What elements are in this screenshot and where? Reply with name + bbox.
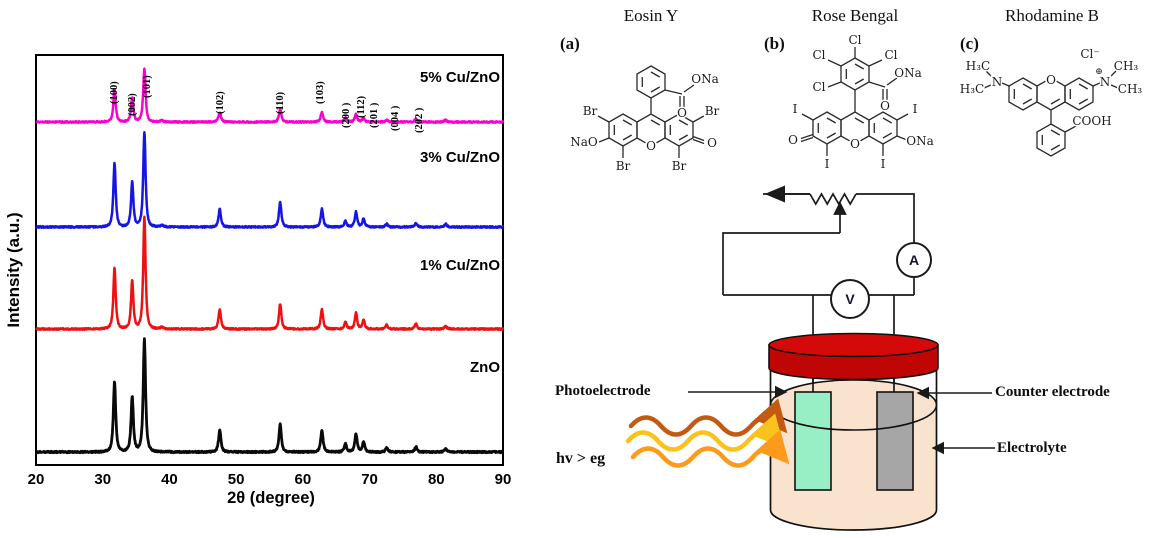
- atom-label: H₃C: [966, 59, 990, 73]
- wire: [722, 232, 840, 295]
- x-tick-label: 20: [27, 471, 45, 488]
- atom-label: Cl⁻: [1080, 47, 1099, 61]
- miller-index-label: (201 ): [369, 102, 380, 128]
- miller-index-label: (103): [315, 81, 326, 104]
- structure-title: Eosin Y: [623, 6, 679, 25]
- x-axis-title: 2θ (degree): [227, 489, 315, 507]
- x-tick-label: 60: [294, 471, 312, 488]
- x-tick-label: 50: [227, 471, 245, 488]
- photoelectrode-rect: [794, 391, 832, 491]
- atom-label: O: [1046, 73, 1056, 87]
- atom-label: N: [992, 75, 1003, 89]
- atom-label: Br: [583, 104, 598, 118]
- cell-lid-top: [768, 332, 939, 358]
- x-tick-label: 70: [361, 471, 378, 488]
- ammeter: [896, 242, 932, 278]
- miller-index-label: (102): [215, 91, 226, 114]
- light-waves: [625, 398, 790, 468]
- atom-label: Cl: [884, 48, 897, 62]
- structure-panel-rose-bengal: Rose Bengal (b) Cl Cl Cl Cl: [752, 4, 958, 190]
- beaker-outline: [769, 365, 938, 531]
- atom-label: Br: [616, 159, 631, 173]
- miller-index-label: (200 ): [341, 102, 352, 128]
- atom-label: O: [880, 99, 890, 113]
- xrd-trace-3-cu-zno: [34, 131, 505, 229]
- voltmeter: [830, 279, 870, 319]
- voltmeter-label: V: [845, 291, 855, 307]
- xrd-trace-5-cu-zno: [35, 67, 505, 124]
- structure-panel-rhodamine-b: Rhodamine B (c) H₃C H₃C N O Cl⁻: [948, 4, 1156, 190]
- miller-index-label: (004 ): [390, 105, 401, 131]
- x-tick-label: 30: [94, 471, 112, 488]
- atom-label: H₃C: [960, 82, 984, 96]
- atom-label: ONa: [894, 66, 922, 80]
- light-wave-icon: [630, 429, 790, 468]
- miller-index-label: (110): [275, 91, 286, 114]
- atom-label: NaO: [570, 135, 598, 149]
- photoelectrode-label: Photoelectrode: [555, 383, 651, 399]
- resistor-icon: [809, 192, 857, 206]
- atom-label: I: [913, 102, 918, 116]
- atom-label: Cl: [848, 33, 861, 47]
- atom-label: Br: [672, 159, 687, 173]
- miller-index-label: (100): [109, 81, 120, 104]
- x-tick-label: 80: [427, 471, 445, 488]
- counter-electrode-rect: [876, 391, 914, 491]
- miller-index-label: (101): [142, 75, 153, 98]
- light-energy-label: hv > eg: [556, 450, 606, 467]
- atom-label: O: [646, 139, 656, 153]
- atom-label: O: [707, 136, 717, 150]
- xrd-traces-group: [34, 67, 505, 455]
- x-tick-label: 40: [161, 471, 178, 488]
- atom-label: CH₃: [1118, 82, 1143, 96]
- atom-label: I: [793, 102, 798, 116]
- rose-bengal-skeleton: Cl Cl Cl Cl ONa O I I O ONa I I O: [787, 32, 936, 173]
- atom-label: O: [788, 133, 798, 147]
- wire: [856, 193, 915, 295]
- series-label: 3% Cu/ZnO: [419, 149, 500, 166]
- x-tick-label: 90: [494, 471, 512, 488]
- atom-label: I: [881, 157, 886, 171]
- panel-letter: (b): [764, 34, 785, 53]
- series-label: 1% Cu/ZnO: [419, 257, 500, 274]
- structure-panel-eosin-y: Eosin Y (a) ONa O Br Br NaO: [548, 4, 754, 190]
- xrd-trace-zno: [34, 337, 505, 455]
- atom-label: CH₃: [1114, 59, 1139, 73]
- miller-index-label: (112): [356, 95, 367, 118]
- miller-index-label: (002): [127, 93, 138, 116]
- rhodamine-b-skeleton: H₃C H₃C N O Cl⁻ ⊕ N CH₃ CH₃ COOH: [958, 46, 1144, 157]
- electrolyte-label: Electrolyte: [997, 440, 1067, 456]
- annotation-arrows: [688, 385, 995, 455]
- structure-title: Rhodamine B: [1005, 6, 1099, 25]
- panel-letter: (a): [560, 34, 580, 53]
- atom-label: O: [850, 137, 860, 151]
- series-label: 5% Cu/ZnO: [419, 69, 500, 86]
- structure-title: Rose Bengal: [811, 6, 899, 25]
- atom-label: Cl: [812, 48, 825, 62]
- ammeter-label: A: [909, 252, 919, 268]
- atom-label: ONa: [906, 134, 934, 148]
- atom-label: COOH: [1072, 114, 1111, 128]
- xrd-trace-1-cu-zno: [35, 215, 505, 331]
- pec-cell-schematic: A V: [625, 185, 995, 531]
- panel-letter: (c): [960, 34, 979, 53]
- atom-label: Br: [705, 104, 720, 118]
- atom-label: ONa: [691, 72, 719, 86]
- atom-label: N: [1100, 75, 1111, 89]
- light-wave-icon: [625, 413, 785, 452]
- atom-label: I: [825, 157, 830, 171]
- xrd-plot-svg: [34, 54, 505, 466]
- plus-charge-icon: ⊕: [1095, 67, 1103, 77]
- counter-electrode-label: Counter electrode: [995, 384, 1110, 400]
- eosin-y-skeleton: ONa O Br Br NaO O Br Br O: [569, 65, 721, 175]
- atom-label: Cl: [812, 80, 825, 94]
- y-axis-title: Intensity (a.u.): [4, 212, 23, 328]
- series-label: ZnO: [470, 359, 500, 376]
- miller-index-label: (202 ): [414, 107, 425, 133]
- atom-label: O: [677, 106, 687, 120]
